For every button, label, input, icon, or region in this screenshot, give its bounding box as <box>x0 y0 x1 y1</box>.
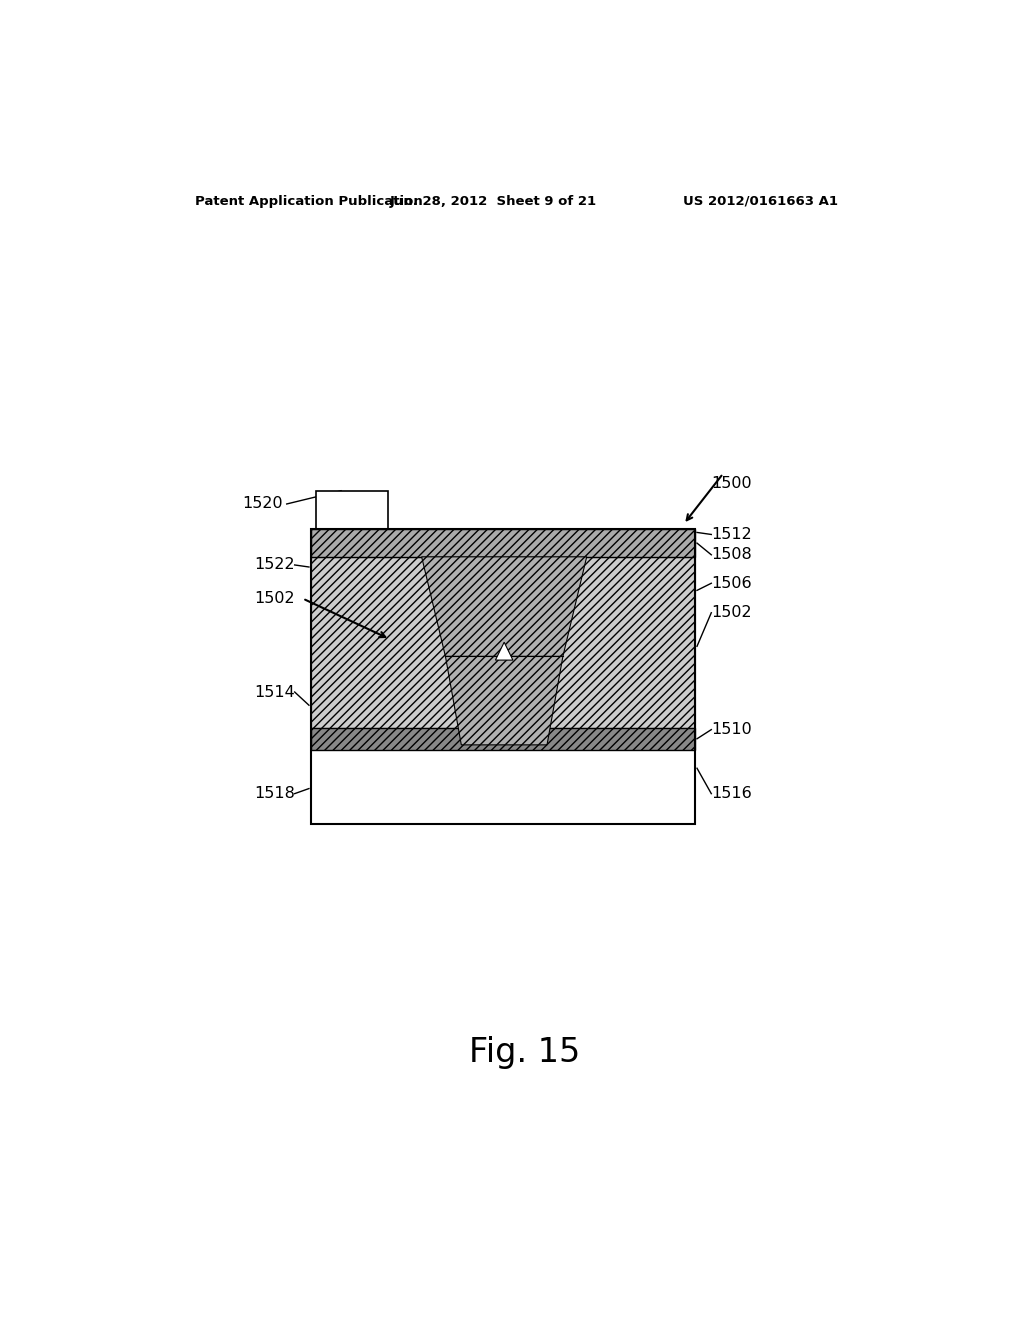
Bar <box>316 491 387 529</box>
Bar <box>310 529 695 557</box>
Text: 1508: 1508 <box>712 548 752 562</box>
Text: Patent Application Publication: Patent Application Publication <box>196 194 423 207</box>
Bar <box>310 727 695 750</box>
Bar <box>310 750 695 824</box>
Polygon shape <box>422 557 587 656</box>
Text: 1500: 1500 <box>712 477 752 491</box>
Bar <box>310 529 695 824</box>
Polygon shape <box>445 656 563 744</box>
Bar <box>310 557 695 727</box>
Text: 1516: 1516 <box>712 787 752 801</box>
Text: Fig. 15: Fig. 15 <box>469 1036 581 1069</box>
Polygon shape <box>496 643 513 660</box>
Text: 1510: 1510 <box>712 722 752 737</box>
Text: 1502: 1502 <box>712 606 752 620</box>
Text: 1514: 1514 <box>254 685 295 700</box>
Text: 1512: 1512 <box>712 527 752 543</box>
Text: 1518: 1518 <box>254 787 295 801</box>
Text: 1520: 1520 <box>242 496 283 511</box>
Text: 1506: 1506 <box>712 576 752 591</box>
Text: 1522: 1522 <box>254 557 295 573</box>
Text: US 2012/0161663 A1: US 2012/0161663 A1 <box>683 194 839 207</box>
Text: Jun. 28, 2012  Sheet 9 of 21: Jun. 28, 2012 Sheet 9 of 21 <box>389 194 597 207</box>
Text: 1502: 1502 <box>254 591 295 606</box>
